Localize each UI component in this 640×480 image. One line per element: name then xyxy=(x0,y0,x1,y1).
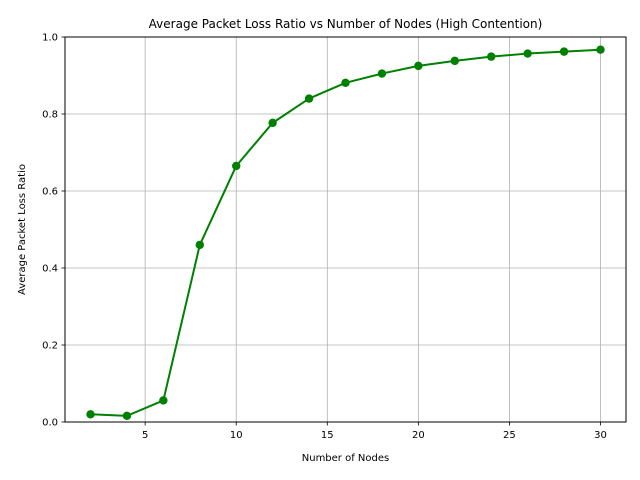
data-point xyxy=(341,78,350,88)
x-tick-label: 30 xyxy=(594,430,607,441)
data-point xyxy=(304,94,314,103)
data-point xyxy=(487,52,496,61)
data-point xyxy=(559,47,569,56)
x-tick-label: 5 xyxy=(142,430,148,441)
data-point xyxy=(523,49,532,58)
data-point xyxy=(414,61,423,71)
x-tick-label: 15 xyxy=(321,430,334,441)
y-axis-label: Average Packet Loss Ratio xyxy=(17,164,28,295)
axis-ticks: 5 10 15 20 25 30 0.0 0.2 0.4 0.6 0.8 1.0 xyxy=(42,33,607,442)
data-point xyxy=(450,56,459,66)
plot-area xyxy=(64,36,627,423)
y-tick-label: 0.4 xyxy=(42,264,58,275)
x-tick-label: 25 xyxy=(503,430,516,441)
data-point xyxy=(268,118,277,128)
data-point xyxy=(596,45,605,54)
y-tick-label: 1.0 xyxy=(42,33,58,44)
x-tick-label: 10 xyxy=(230,430,243,441)
y-tick-label: 0.0 xyxy=(42,418,58,429)
y-tick-label: 0.8 xyxy=(42,110,58,121)
data-point xyxy=(122,411,132,421)
data-point xyxy=(159,396,168,405)
x-tick-label: 20 xyxy=(412,430,425,441)
series-layer xyxy=(86,45,605,421)
data-point xyxy=(377,69,387,78)
data-point xyxy=(195,240,204,250)
data-point xyxy=(232,161,241,171)
y-tick-label: 0.6 xyxy=(42,187,58,198)
x-axis-label: Number of Nodes xyxy=(302,453,389,464)
chart-title: Average Packet Loss Ratio vs Number of N… xyxy=(149,17,543,31)
y-tick-label: 0.2 xyxy=(42,341,58,352)
data-point xyxy=(86,410,95,419)
